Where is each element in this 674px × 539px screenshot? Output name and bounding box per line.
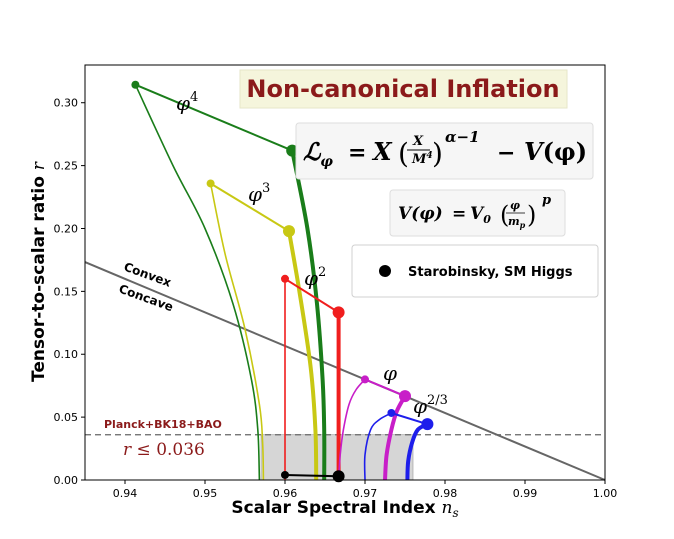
svg-text:ℒφ: ℒφ [303, 137, 333, 170]
curve-thick-phi3 [287, 230, 319, 481]
connector-phi3 [210, 182, 290, 232]
endpoint-small-phi [361, 375, 369, 384]
series-layer [131, 80, 434, 481]
svg-text:): ) [527, 201, 536, 229]
connector-phi4 [135, 83, 293, 152]
y-tick-label: 0.10 [54, 348, 79, 361]
chart-title: Non-canonical Inflation [246, 75, 559, 103]
x-tick-label: 0.96 [273, 487, 298, 500]
lagrangian-box [295, 122, 594, 180]
convexity-layer [84, 261, 606, 481]
svg-text:): ) [432, 137, 443, 170]
svg-text:−: − [497, 140, 515, 166]
y-ticks: 0.00 0.05 0.10 0.15 0.20 0.25 0.30 [54, 97, 85, 487]
x-tick-label: 0.94 [113, 487, 138, 500]
potential-box [389, 189, 566, 237]
y-axis-label: Tensor-to-scalar ratio r [29, 161, 49, 382]
svg-text:(: ( [500, 201, 509, 229]
y-tick-label: 0.20 [54, 222, 79, 235]
x-tick-label: 0.98 [433, 487, 458, 500]
legend-box [351, 244, 599, 298]
svg-text:p: p [542, 193, 551, 208]
curve-thick-phi4 [290, 150, 327, 481]
endpoint-big-phi2 [332, 306, 345, 319]
plot-frame [84, 64, 606, 481]
starobinsky-layer [281, 470, 345, 483]
curve-thin-phi23 [363, 412, 392, 481]
svg-text:=: = [452, 204, 466, 224]
x-ticks: 0.94 0.95 0.96 0.97 0.98 0.99 1.00 [113, 480, 618, 500]
starobinsky-point-big [332, 470, 345, 483]
title-box [239, 69, 568, 109]
svg-text:φ: φ [510, 199, 520, 212]
endpoint-big-phi [399, 390, 411, 403]
convexity-line [84, 261, 606, 481]
svg-text:V0: V0 [470, 204, 491, 226]
series-label-phi4: φ4 [176, 90, 198, 115]
series-labels: φ4 φ3 φ2 φ φ2/3 [176, 90, 448, 418]
endpoint-big-phi4 [286, 144, 299, 157]
curve-thick-phi [383, 395, 407, 481]
connector-phi [364, 378, 406, 398]
y-tick-label: 0.30 [54, 97, 79, 110]
endpoint-big-phi3 [283, 225, 295, 238]
svg-text:X: X [371, 137, 393, 166]
x-tick-label: 0.99 [513, 487, 538, 500]
legend-label-starobinsky: Starobinsky, SM Higgs [408, 265, 573, 280]
svg-text:α−1: α−1 [445, 128, 480, 146]
x-axis-label: Scalar Spectral Index ns [231, 498, 458, 520]
endpoint-small-phi23 [387, 408, 396, 417]
legend-marker-starobinsky [379, 265, 391, 277]
starobinsky-point-small [281, 470, 289, 479]
y-tick-label: 0.25 [54, 160, 79, 173]
svg-text:M4: M4 [411, 151, 433, 167]
svg-text:=: = [348, 140, 366, 166]
series-label-phi23: φ2/3 [413, 393, 448, 418]
series-label-phi2: φ2 [304, 265, 326, 290]
bound-label: Planck+BK18+BAO [104, 418, 222, 431]
svg-text:V(φ): V(φ) [524, 137, 587, 166]
x-tick-label: 1.00 [593, 487, 618, 500]
curve-thin-phi4 [134, 84, 261, 481]
curve-thin-phi [337, 378, 366, 481]
series-label-phi3: φ3 [248, 181, 270, 206]
potential-equation: V(φ) = V0 ( φ mp ) p [398, 193, 551, 230]
y-tick-label: 0.05 [54, 411, 79, 424]
bound-inequality: r ≤ 0.036 [123, 440, 205, 460]
endpoint-small-phi2 [281, 274, 289, 283]
svg-text:X: X [412, 134, 424, 149]
x-tick-label: 0.95 [193, 487, 218, 500]
svg-text:(: ( [398, 137, 409, 170]
svg-text:mp: mp [508, 215, 526, 230]
endpoint-small-phi4 [131, 80, 140, 89]
lagrangian-equation: ℒφ = X ( X M4 ) α−1 − V(φ) [303, 128, 587, 170]
connector-phi2 [284, 277, 340, 314]
endpoint-big-phi23 [421, 418, 434, 431]
y-tick-label: 0.00 [54, 474, 79, 487]
starobinsky-line [284, 474, 339, 478]
endpoint-small-phi3 [206, 179, 215, 188]
series-label-phi: φ [383, 361, 397, 385]
svg-text:V(φ): V(φ) [398, 204, 443, 224]
connector-phi23 [391, 412, 428, 426]
x-tick-label: 0.97 [353, 487, 378, 500]
y-tick-label: 0.15 [54, 285, 79, 298]
curve-thin-phi3 [209, 183, 265, 481]
curve-thick-phi23 [405, 422, 429, 481]
